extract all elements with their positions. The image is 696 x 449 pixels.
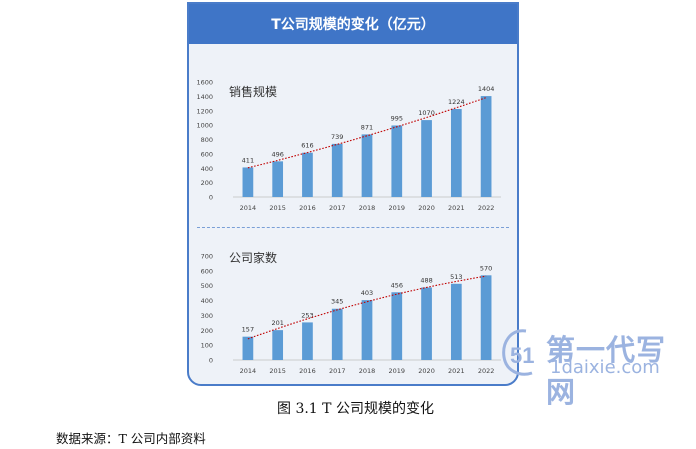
data-label: 411 xyxy=(242,156,254,164)
watermark-url-text: 1daixie.com xyxy=(550,357,660,378)
svg-text:51: 51 xyxy=(510,343,534,368)
x-tick-label: 2018 xyxy=(359,367,376,375)
bar xyxy=(272,161,284,197)
chart-title: 公司家数 xyxy=(229,250,277,265)
y-tick-label: 400 xyxy=(201,297,213,305)
chart-figure: T公司规模的变化（亿元） 销售规模 0 200 400 600 800 1000 1200 14… xyxy=(187,2,519,386)
x-tick-label: 2020 xyxy=(418,367,435,375)
bar xyxy=(480,96,492,197)
bar xyxy=(242,336,254,360)
company-count-chart: 公司家数 0 100 200 300 400 500 600 700 157 2014 201 2015… xyxy=(201,250,501,375)
data-label: 995 xyxy=(391,114,403,122)
x-tick-label: 2016 xyxy=(299,367,316,375)
x-tick-label: 2019 xyxy=(389,204,406,212)
bar xyxy=(480,275,492,360)
x-tick-label: 2021 xyxy=(448,204,465,212)
data-source-note: 数据来源：T 公司内部资料 xyxy=(56,431,206,446)
chart-divider xyxy=(197,227,509,228)
bar xyxy=(331,143,343,197)
trendline xyxy=(247,275,487,340)
x-tick-label: 2016 xyxy=(299,204,316,212)
data-label: 1070 xyxy=(418,109,435,117)
bar xyxy=(391,292,403,360)
y-tick-label: 100 xyxy=(201,342,213,350)
bar xyxy=(450,109,462,197)
data-label: 496 xyxy=(271,150,283,158)
x-tick-label: 2014 xyxy=(240,204,257,212)
y-tick-label: 1400 xyxy=(196,93,213,101)
x-tick-label: 2019 xyxy=(389,367,406,375)
y-tick-label: 600 xyxy=(201,150,213,158)
data-label: 157 xyxy=(242,326,254,334)
x-tick-label: 2017 xyxy=(329,367,346,375)
data-label: 488 xyxy=(420,276,432,284)
data-label: 201 xyxy=(271,319,283,327)
y-tick-label: 500 xyxy=(201,282,213,290)
y-tick-label: 200 xyxy=(201,327,213,335)
bar xyxy=(331,308,343,360)
data-label: 403 xyxy=(361,289,373,297)
watermark-logo-icon: 51 xyxy=(502,329,534,376)
watermark-main-text: 第一代写网 xyxy=(546,333,667,409)
y-tick-label: 700 xyxy=(201,253,213,261)
figure-caption: 图 3.1 T 公司规模的变化 xyxy=(277,401,434,417)
data-label: 570 xyxy=(480,264,492,272)
x-tick-label: 2022 xyxy=(478,367,495,375)
data-label: 456 xyxy=(391,281,403,289)
y-tick-label: 0 xyxy=(209,357,213,365)
x-tick-label: 2015 xyxy=(269,367,286,375)
y-tick-label: 1200 xyxy=(196,107,213,115)
bar xyxy=(421,120,432,197)
bar xyxy=(242,167,254,197)
y-tick-label: 300 xyxy=(201,312,213,320)
x-tick-label: 2014 xyxy=(240,367,257,375)
y-tick-label: 1600 xyxy=(196,79,213,87)
x-tick-label: 2018 xyxy=(359,204,376,212)
data-label: 1224 xyxy=(448,98,465,106)
x-tick-label: 2021 xyxy=(448,367,465,375)
sales-scale-chart: 销售规模 0 200 400 600 800 1000 1200 1400 1600 411 2014… xyxy=(196,79,501,212)
data-label: 616 xyxy=(301,142,313,150)
y-tick-label: 600 xyxy=(201,267,213,275)
bar xyxy=(272,330,284,360)
watermark: 51 第一代写网 1daixie.com xyxy=(500,325,690,409)
chart-title: 销售规模 xyxy=(229,84,277,99)
data-label: 513 xyxy=(450,273,462,281)
figure-header: T公司规模的变化（亿元） xyxy=(189,4,517,44)
y-tick-label: 1000 xyxy=(196,122,213,130)
data-label: 739 xyxy=(331,133,343,141)
bar xyxy=(421,287,432,360)
bar xyxy=(391,125,403,197)
bar xyxy=(361,300,373,360)
data-label: 253 xyxy=(301,311,313,319)
bar xyxy=(361,134,373,197)
x-tick-label: 2017 xyxy=(329,204,346,212)
bar xyxy=(302,322,313,360)
y-tick-label: 400 xyxy=(201,165,213,173)
data-label: 1404 xyxy=(478,85,495,93)
data-label: 871 xyxy=(361,123,373,131)
data-label: 345 xyxy=(331,298,343,306)
y-tick-label: 800 xyxy=(201,136,213,144)
y-tick-label: 200 xyxy=(201,179,213,187)
x-tick-label: 2022 xyxy=(478,204,495,212)
y-tick-label: 0 xyxy=(209,194,213,202)
bar xyxy=(302,152,313,197)
x-tick-label: 2015 xyxy=(269,204,286,212)
x-tick-label: 2020 xyxy=(418,204,435,212)
bar xyxy=(450,283,462,360)
